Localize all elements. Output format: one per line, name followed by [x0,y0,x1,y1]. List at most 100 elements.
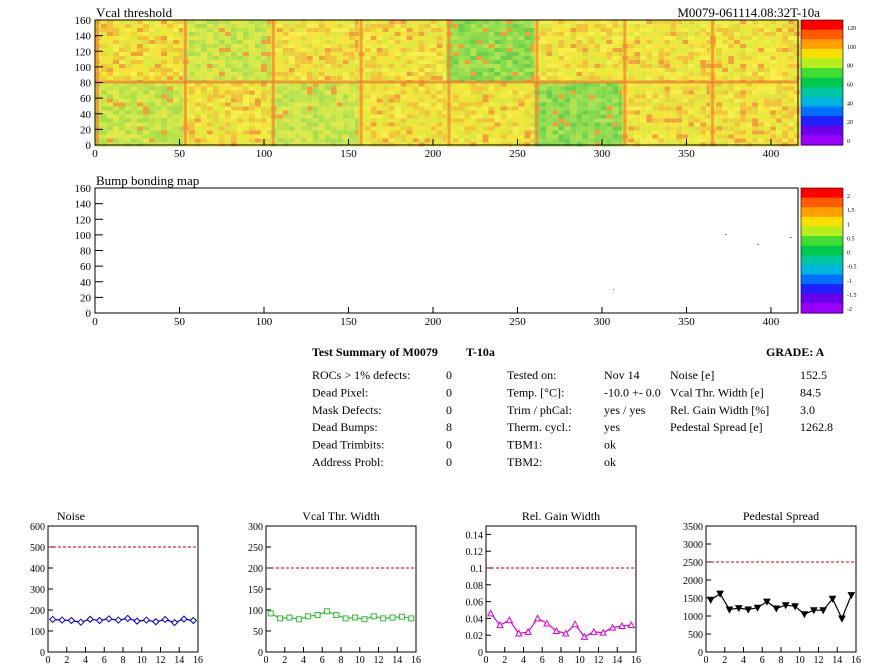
vcal-map-cell [300,130,307,135]
vcal-map-cell [260,110,267,115]
vcal-map-cell [518,72,525,76]
vcal-map-cell [606,106,613,111]
vcal-map-cell [324,32,331,36]
vcal-map-cell [101,94,107,99]
vcal-map-cell [752,114,759,119]
vcal-map-cell [700,20,707,24]
vcal-map-cell [161,56,167,60]
vcal-map-cell [266,102,273,107]
vcal-map-cell [782,48,789,52]
vcal-map-cell [336,138,343,143]
vcal-map-cell [576,130,583,135]
vcal-map-cell [640,28,647,32]
vcal-map-cell [324,114,331,119]
vcal-map-cell [442,20,449,24]
vcal-map-cell [524,32,531,36]
vcal-map-cell [194,98,201,103]
vcal-map-cell [700,28,707,32]
vcal-map-cell [700,94,707,99]
vcal-map-cell [722,94,729,99]
vcal-map-cell [758,56,765,60]
vcal-map-cell [442,40,449,44]
vcal-map-cell [716,28,723,32]
vcal-map-cell [682,114,689,119]
vcal-map-cell [582,126,589,131]
vcal-map-cell [670,52,677,56]
vcal-map-cell [242,48,249,52]
vcal-map-cell [107,60,113,64]
vcal-map-cell [458,134,465,139]
vcal-map-cell [288,52,295,56]
vcal-map-cell [494,36,501,40]
vcal-map-cell [137,94,143,99]
vcal-map-cell [336,52,343,56]
vcal-map-cell [276,20,283,24]
vcal-map-cell [734,76,741,80]
vcal-map-cell [312,56,319,60]
vcal-map-cell [640,44,647,48]
vcal-map-cell [324,138,331,143]
vcal-map-cell [530,68,537,72]
vcal-map-cell [512,32,519,36]
vcal-map-cell [107,98,113,103]
vcal-map-cell [488,86,495,91]
vcal-map-cell [382,40,389,44]
vcal-palette-band [801,135,843,146]
vcal-map-cell [788,36,795,40]
vcal-map-cell [658,106,665,111]
vcal-map-cell [436,86,443,91]
chart-vcal-thr-width-x-tick-label: 0 [264,655,269,666]
vcal-map-cell [728,114,735,119]
vcal-map-cell [188,32,195,36]
vcal-map-cell [652,20,659,24]
vcal-map-cell [248,48,255,52]
vcal-map-cell [442,138,449,143]
vcal-map-cell [125,94,131,99]
vcal-map-cell [576,64,583,68]
vcal-map-cell [564,134,571,139]
vcal-map-cell [716,68,723,72]
vcal-map-cell [746,56,753,60]
vcal-map-cell [260,32,267,36]
vcal-map-cell [458,138,465,143]
vcal-map-cell [612,60,619,64]
vcal-map-cell [364,76,371,80]
vcal-map-cell [512,138,519,143]
vcal-map-cell [458,48,465,52]
vcal-map-cell [312,122,319,127]
vcal-map-cell [364,114,371,119]
vcal-map-cell [782,110,789,115]
chart-pedestal-spread-y-tick-label: 3500 [683,522,703,533]
vcal-map-cell [348,122,355,127]
vcal-map-cell [716,90,723,95]
vcal-map-cell [324,64,331,68]
vcal-map-cell [230,122,237,127]
vcal-map-cell [464,20,471,24]
vcal-map-cell [564,44,571,48]
vcal-map-cell [119,76,125,80]
vcal-map-cell [728,72,735,76]
vcal-map-cell [734,130,741,135]
vcal-map-cell [282,126,289,131]
vcal-map-cell [558,110,565,115]
vcal-map-cell [688,106,695,111]
vcal-map-cell [506,40,513,44]
vcal-map-cell [606,72,613,76]
vcal-map-cell [388,52,395,56]
vcal-map-cell [406,60,413,64]
vcal-map-cell [143,28,149,32]
vcal-map-cell [734,28,741,32]
vcal-map-cell [131,94,137,99]
vcal-map-cell [348,32,355,36]
vcal-map-cell [546,86,553,91]
vcal-map-cell [728,138,735,143]
vcal-map-cell [764,60,771,64]
vcal-map-cell [588,72,595,76]
vcal-map-cell [312,110,319,115]
vcal-map-cell [370,130,377,135]
vcal-map-cell [470,68,477,72]
vcal-map-cell [558,82,565,87]
vcal-map-cell [646,94,653,99]
vcal-map-cell [101,40,107,44]
vcal-map-cell [149,122,155,127]
